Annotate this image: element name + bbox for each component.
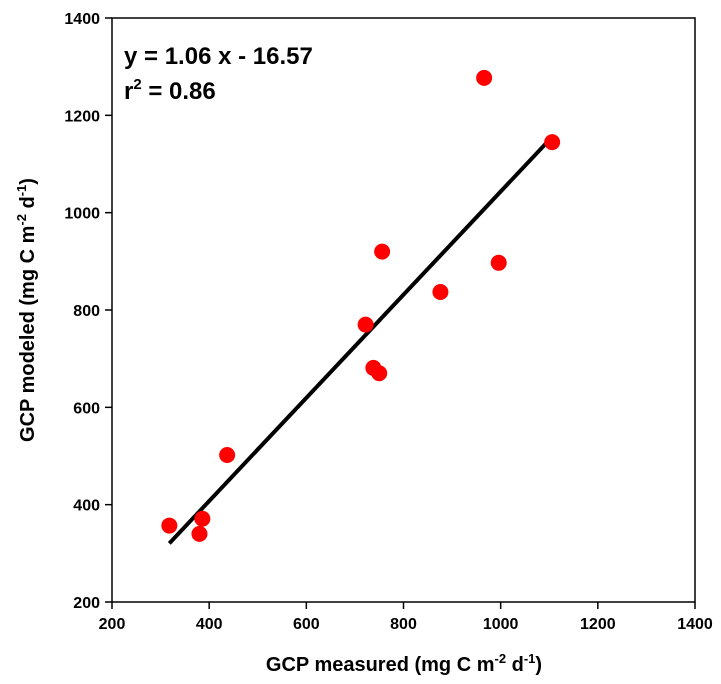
y-axis-title: GCP modeled (mg C m-2 d-1) [14,178,39,442]
x-tick-label: 400 [196,616,223,633]
x-tick-label: 200 [99,616,126,633]
x-tick-label: 1400 [677,616,713,633]
data-point [194,510,211,527]
data-point [374,243,391,260]
data-point [490,254,507,271]
r-squared-value: = 0.86 [142,78,216,105]
data-point [357,316,374,333]
r-squared-superscript: 2 [133,76,141,93]
x-tick-label: 1200 [580,616,616,633]
data-point [191,525,208,542]
data-point [476,69,493,86]
data-point [432,283,449,300]
y-tick-label: 1000 [64,206,100,223]
regression-line-group [167,135,554,545]
r-squared-prefix: r [124,78,133,105]
data-point [219,447,236,464]
x-axis-title: GCP measured (mg C m-2 d-1) [266,651,542,676]
y-tick-label: 400 [73,498,100,515]
data-point [371,365,388,382]
y-axis-ticks: 200 400 600 800 1000 1200 1400 [64,11,112,612]
x-tick-label: 800 [390,616,417,633]
regression-equation: y = 1.06 x - 16.57 [124,43,313,70]
regression-line [167,135,554,545]
y-tick-label: 800 [73,303,100,320]
y-tick-label: 200 [73,595,100,612]
data-points [161,69,561,542]
r-squared-label: r2 = 0.86 [124,76,216,105]
y-tick-label: 1400 [64,11,100,28]
x-axis-ticks: 200 400 600 800 1000 1200 1400 [99,602,713,633]
y-tick-label: 600 [73,400,100,417]
x-tick-label: 600 [293,616,320,633]
x-tick-label: 1000 [483,616,519,633]
y-tick-label: 1200 [64,108,100,125]
data-point [161,517,178,534]
data-point [544,134,561,151]
